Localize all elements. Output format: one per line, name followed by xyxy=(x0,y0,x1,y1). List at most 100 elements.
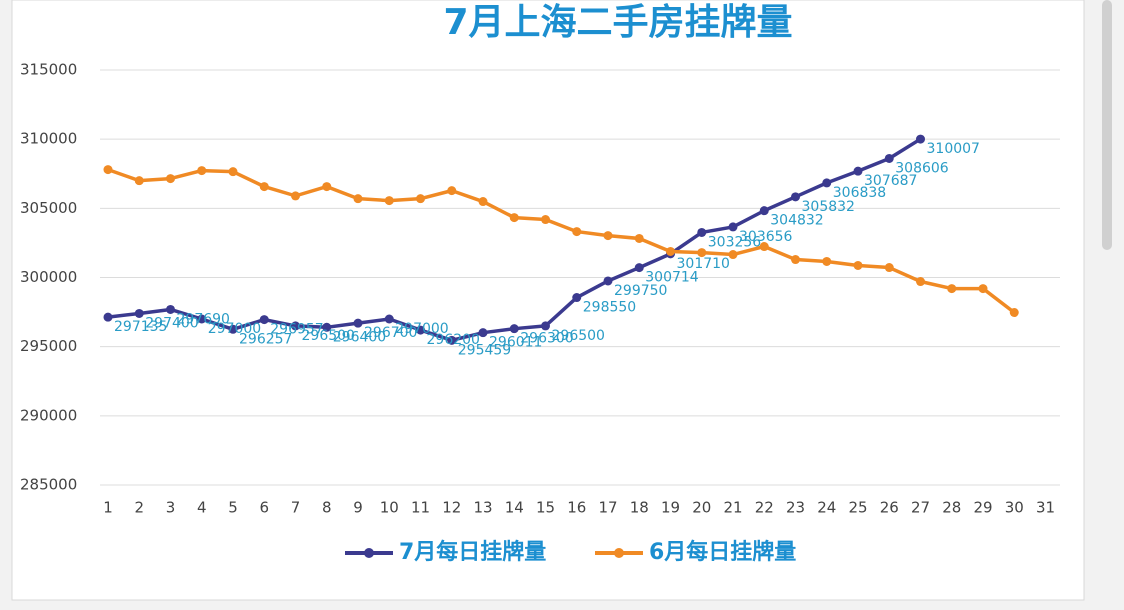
point xyxy=(947,284,957,294)
point xyxy=(822,178,832,188)
data-label: 297000 xyxy=(395,321,448,337)
data-label: 301710 xyxy=(677,256,730,272)
point xyxy=(134,308,144,318)
data-label: 297690 xyxy=(177,311,230,327)
scrollbar[interactable] xyxy=(1102,0,1112,250)
point xyxy=(416,194,425,204)
point xyxy=(791,255,800,265)
x-tick-label: 7 xyxy=(291,499,301,517)
x-tick-label: 3 xyxy=(166,499,176,517)
data-label: 303656 xyxy=(739,229,793,245)
x-tick-label: 4 xyxy=(197,499,207,517)
data-label: 303256 xyxy=(708,234,762,250)
data-label: 296200 xyxy=(427,332,480,348)
point xyxy=(134,176,144,186)
data-label: 296300 xyxy=(520,331,573,347)
data-label: 296500 xyxy=(302,328,355,344)
point xyxy=(603,276,613,286)
point xyxy=(697,227,707,237)
point xyxy=(759,242,769,252)
point xyxy=(259,182,269,192)
point xyxy=(822,256,832,266)
data-label: 305832 xyxy=(802,199,855,215)
data-label: 296500 xyxy=(552,328,605,344)
point xyxy=(541,321,550,331)
point xyxy=(384,314,394,324)
point xyxy=(884,263,894,273)
x-tick-label: 25 xyxy=(848,499,867,517)
point xyxy=(791,192,800,202)
point xyxy=(447,335,457,345)
legend-marker xyxy=(364,548,374,558)
point xyxy=(353,194,363,204)
point xyxy=(166,304,175,314)
point xyxy=(478,197,488,207)
x-tick-label: 23 xyxy=(786,499,805,517)
data-label: 308606 xyxy=(895,160,949,176)
x-tick-label: 12 xyxy=(442,499,461,517)
series-line xyxy=(107,167,1016,314)
x-tick-label: 11 xyxy=(411,499,430,517)
data-label: 296400 xyxy=(333,329,386,345)
x-tick-label: 19 xyxy=(661,499,680,517)
y-tick-label: 300000 xyxy=(20,268,77,286)
x-tick-label: 13 xyxy=(473,499,492,517)
data-label: 296700 xyxy=(364,325,417,341)
point xyxy=(228,324,238,334)
point xyxy=(572,293,582,303)
y-tick-label: 310000 xyxy=(20,130,77,148)
point xyxy=(603,231,613,241)
point xyxy=(853,260,863,270)
data-label: 300714 xyxy=(645,270,699,286)
point xyxy=(103,312,113,322)
legend-label: 6月每日挂牌量 xyxy=(649,539,796,565)
point xyxy=(322,322,332,332)
point xyxy=(666,246,675,256)
x-tick-label: 20 xyxy=(692,499,711,517)
point xyxy=(1009,307,1019,317)
legend-label: 7月每日挂牌量 xyxy=(399,539,546,565)
point xyxy=(103,165,113,175)
x-tick-label: 30 xyxy=(1005,499,1024,517)
data-label: 299750 xyxy=(614,283,667,299)
point xyxy=(541,215,550,225)
data-label: 304832 xyxy=(770,213,823,229)
y-tick-label: 290000 xyxy=(20,406,77,424)
y-tick-label: 315000 xyxy=(20,61,77,79)
x-tick-label: 29 xyxy=(973,499,992,517)
point xyxy=(916,134,925,144)
x-tick-label: 8 xyxy=(322,499,332,517)
point xyxy=(884,153,894,163)
x-tick-label: 6 xyxy=(259,499,269,517)
x-tick-label: 28 xyxy=(942,499,961,517)
point xyxy=(509,324,519,334)
point xyxy=(572,227,582,237)
data-label: 297400 xyxy=(145,315,198,331)
point xyxy=(853,166,863,176)
point xyxy=(978,284,988,294)
data-label: 296011 xyxy=(489,335,542,351)
point xyxy=(291,191,300,201)
point xyxy=(259,315,269,325)
data-label: 296957 xyxy=(270,322,323,338)
data-label: 297135 xyxy=(114,319,167,335)
x-tick-label: 16 xyxy=(567,499,586,517)
data-label: 310007 xyxy=(927,141,980,157)
point xyxy=(728,222,738,232)
x-tick-label: 15 xyxy=(536,499,555,517)
y-tick-label: 285000 xyxy=(20,476,77,494)
x-tick-label: 14 xyxy=(505,499,524,517)
point xyxy=(916,277,925,287)
point xyxy=(728,250,738,260)
x-tick-label: 31 xyxy=(1036,499,1055,517)
point xyxy=(634,263,644,273)
x-tick-label: 17 xyxy=(598,499,617,517)
x-tick-label: 24 xyxy=(817,499,836,517)
point xyxy=(416,325,425,335)
x-tick-label: 21 xyxy=(723,499,742,517)
legend-marker xyxy=(614,548,624,558)
data-label: 298550 xyxy=(583,300,636,316)
point xyxy=(197,166,207,176)
point xyxy=(291,321,300,331)
